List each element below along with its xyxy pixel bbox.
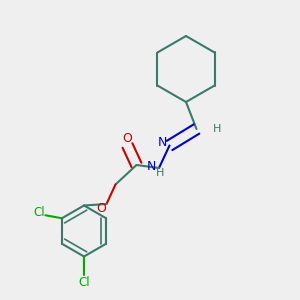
Text: H: H [213, 124, 222, 134]
Text: O: O [96, 202, 106, 215]
Text: N: N [157, 136, 167, 149]
Text: Cl: Cl [33, 206, 45, 219]
Text: O: O [123, 131, 132, 145]
Text: N: N [147, 160, 156, 173]
Text: Cl: Cl [78, 275, 90, 289]
Text: H: H [156, 167, 165, 178]
